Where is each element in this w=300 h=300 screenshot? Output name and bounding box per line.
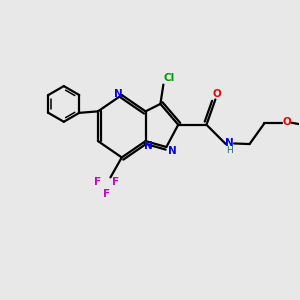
Text: F: F: [94, 177, 101, 187]
Text: Cl: Cl: [163, 73, 174, 83]
Text: F: F: [112, 177, 119, 187]
Text: N: N: [168, 146, 177, 157]
Text: H: H: [226, 146, 233, 154]
Text: N: N: [143, 141, 152, 152]
Text: F: F: [103, 189, 110, 199]
Text: O: O: [282, 117, 291, 127]
Text: O: O: [212, 89, 221, 99]
Text: N: N: [114, 88, 123, 98]
Text: N: N: [225, 138, 234, 148]
